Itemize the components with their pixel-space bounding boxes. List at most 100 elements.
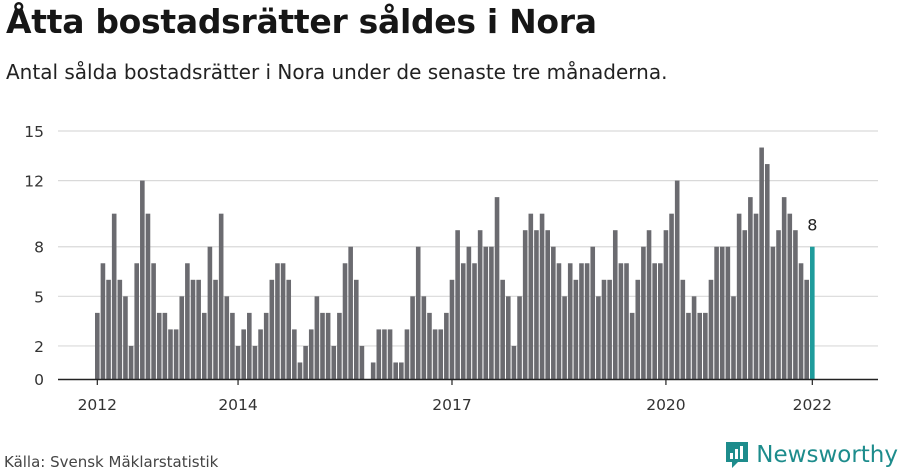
bar [230, 312, 235, 379]
y-tick-label: 12 [24, 173, 44, 191]
bar [742, 230, 748, 379]
bar [798, 263, 804, 379]
bar [308, 329, 314, 379]
bar [134, 263, 140, 379]
bar [325, 312, 331, 379]
bar [359, 345, 365, 379]
bar [455, 230, 460, 379]
bar [342, 263, 348, 379]
bar [562, 296, 567, 379]
bar [263, 312, 269, 379]
bar [213, 279, 218, 379]
bar [106, 279, 111, 379]
bar [703, 312, 708, 379]
bar [584, 263, 590, 379]
bar [303, 345, 308, 379]
bar [432, 329, 438, 379]
bar [612, 230, 618, 379]
bar [460, 263, 466, 379]
bar [280, 263, 286, 379]
newsworthy-logo-icon [726, 442, 749, 468]
bar [764, 164, 770, 379]
bar [393, 362, 398, 379]
bar [477, 230, 483, 379]
bar [607, 279, 612, 379]
bar [719, 246, 725, 379]
bar [151, 263, 156, 379]
bar [247, 312, 252, 379]
bar [579, 263, 584, 379]
highlight-value-label: 8 [807, 216, 817, 235]
bar [387, 329, 393, 379]
bar [207, 246, 213, 379]
bar [196, 279, 201, 379]
bar [235, 345, 241, 379]
bar [618, 263, 624, 379]
bar [759, 147, 764, 379]
bar [669, 213, 674, 379]
bar [624, 263, 629, 379]
bar [489, 246, 494, 379]
bar [793, 230, 798, 379]
bar [528, 213, 534, 379]
bar [601, 279, 607, 379]
bar [500, 279, 505, 379]
x-tick-label: 2012 [78, 396, 117, 414]
bar [483, 246, 489, 379]
bar [201, 312, 207, 379]
bar [168, 329, 173, 379]
bar [635, 279, 641, 379]
bar-chart: 0 2 5 8 12 15 8 2012 2014 2017 2020 2022 [24, 123, 878, 414]
bar [697, 312, 703, 379]
bar [770, 246, 776, 379]
bar [128, 345, 134, 379]
bar [748, 197, 753, 379]
bar [567, 263, 573, 379]
bar [551, 246, 556, 379]
source-note: Källa: Svensk Mäklarstatistik [4, 453, 219, 471]
bar [399, 362, 404, 379]
bar [117, 279, 123, 379]
bar [641, 246, 646, 379]
bar [731, 296, 736, 379]
bar [370, 362, 376, 379]
bar [691, 296, 697, 379]
bar [145, 213, 151, 379]
bar [573, 279, 579, 379]
bar [252, 345, 258, 379]
bar [708, 279, 714, 379]
bar [590, 246, 596, 379]
bar [241, 329, 246, 379]
y-tick-label: 8 [34, 239, 44, 257]
bar [258, 329, 263, 379]
bar [511, 345, 517, 379]
bar [674, 180, 680, 379]
bar [494, 197, 500, 379]
x-tick-label: 2017 [432, 396, 471, 414]
bar [438, 329, 444, 379]
bar [179, 296, 185, 379]
bar [353, 279, 359, 379]
bar [140, 180, 145, 379]
bar [652, 263, 657, 379]
bar [292, 329, 297, 379]
bar [505, 296, 511, 379]
bar [466, 246, 472, 379]
bar [787, 213, 793, 379]
bar [444, 312, 449, 379]
bar [545, 230, 550, 379]
bar [556, 263, 562, 379]
bar [185, 263, 190, 379]
chart-subtitle: Antal sålda bostadsrätter i Nora under d… [6, 60, 668, 84]
x-tick-label: 2014 [218, 396, 257, 414]
y-tick-label: 5 [34, 288, 44, 306]
bar [100, 263, 106, 379]
bar [753, 213, 759, 379]
bar [320, 312, 325, 379]
bar [173, 329, 179, 379]
bar [269, 279, 275, 379]
brand-name: Newsworthy [756, 442, 898, 468]
bar [190, 279, 196, 379]
bar [415, 246, 421, 379]
bar [337, 312, 342, 379]
